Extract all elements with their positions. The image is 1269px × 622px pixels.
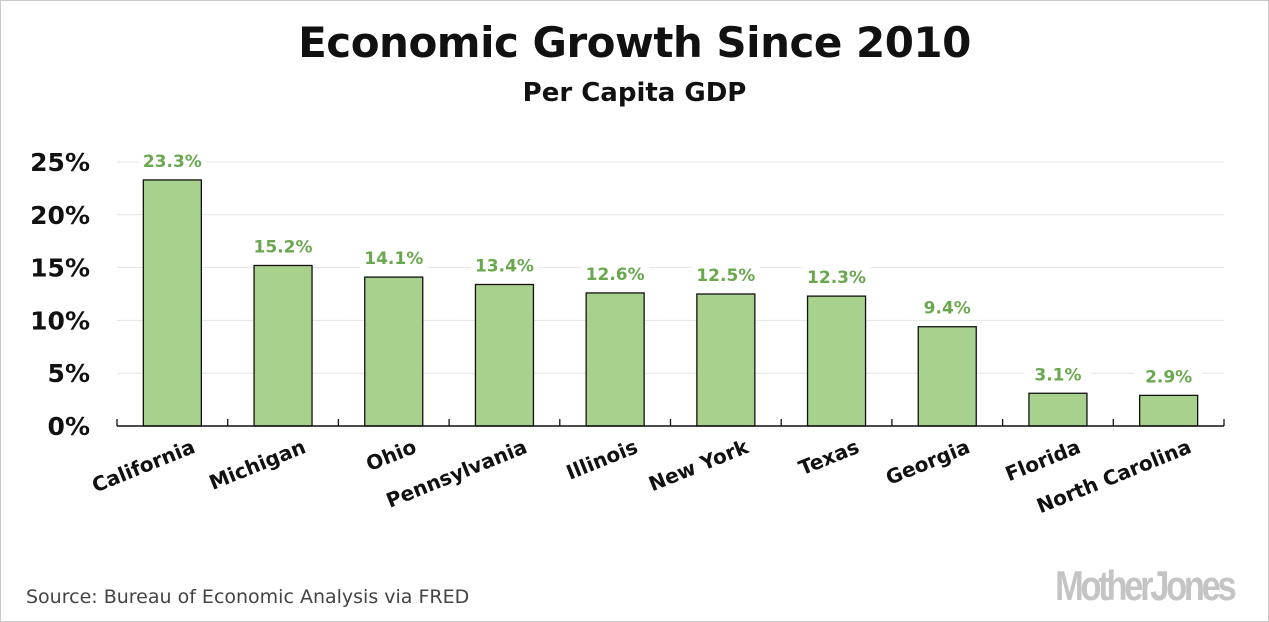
x-tick-label: Ohio xyxy=(363,434,420,476)
bar xyxy=(696,293,756,427)
data-labels: 23.3% 15.2% 14.1% 13.4% 12.6% 12.5% 12.3% 9.4% 3… xyxy=(138,147,1203,388)
bar xyxy=(1028,392,1088,427)
x-tick-label: California xyxy=(88,434,198,497)
data-label-bg xyxy=(581,260,650,285)
y-tick-label: 0% xyxy=(48,412,90,441)
y-tick-label: 20% xyxy=(30,201,90,230)
data-label-bg xyxy=(1023,361,1092,386)
data-label: 12.3% xyxy=(807,268,866,288)
bar xyxy=(806,295,867,427)
bar xyxy=(917,326,977,427)
data-label-bg xyxy=(359,245,428,270)
data-label-bg xyxy=(802,264,871,289)
y-tick-label: 25% xyxy=(30,148,90,177)
data-label: 3.1% xyxy=(1034,365,1081,385)
y-tick-label: 5% xyxy=(48,359,90,388)
data-label: 12.5% xyxy=(696,266,755,286)
y-tick-label: 15% xyxy=(30,254,90,283)
data-label: 9.4% xyxy=(924,299,971,319)
x-tick-label: Georgia xyxy=(882,434,973,489)
y-axis-ticks: 0% 5% 10% 15% 20% 25% xyxy=(30,148,90,441)
data-label-bg xyxy=(249,233,318,258)
source-note: Source: Bureau of Economic Analysis via … xyxy=(26,586,470,608)
bar xyxy=(474,283,535,427)
data-label: 23.3% xyxy=(143,152,202,172)
publisher-logo: MotherJones xyxy=(1054,562,1237,609)
x-tick-label: Illinois xyxy=(563,434,641,484)
data-label: 12.6% xyxy=(586,265,645,285)
bars xyxy=(142,179,1199,427)
x-axis xyxy=(116,419,1225,427)
data-label-bg xyxy=(913,294,982,319)
bar xyxy=(1139,394,1199,427)
x-tick-label: Texas xyxy=(795,434,862,480)
bar xyxy=(585,292,645,427)
bar xyxy=(142,179,203,427)
chart-subtitle: Per Capita GDP xyxy=(522,78,747,108)
y-tick-label: 10% xyxy=(30,306,90,335)
bar xyxy=(253,264,313,427)
bar xyxy=(364,276,424,427)
data-label: 15.2% xyxy=(254,237,313,257)
data-label-bg xyxy=(470,252,539,277)
data-label: 14.1% xyxy=(364,249,423,269)
data-label: 2.9% xyxy=(1145,367,1192,387)
x-tick-label: New York xyxy=(645,434,752,496)
chart-title: Economic Growth Since 2010 xyxy=(298,18,971,67)
x-tick-label: Florida xyxy=(1002,434,1084,486)
x-tick-label: Michigan xyxy=(206,434,309,494)
data-label-bg xyxy=(138,147,207,172)
data-label-bg xyxy=(1134,363,1203,388)
data-label-bg xyxy=(691,262,760,286)
data-label: 13.4% xyxy=(475,256,534,276)
